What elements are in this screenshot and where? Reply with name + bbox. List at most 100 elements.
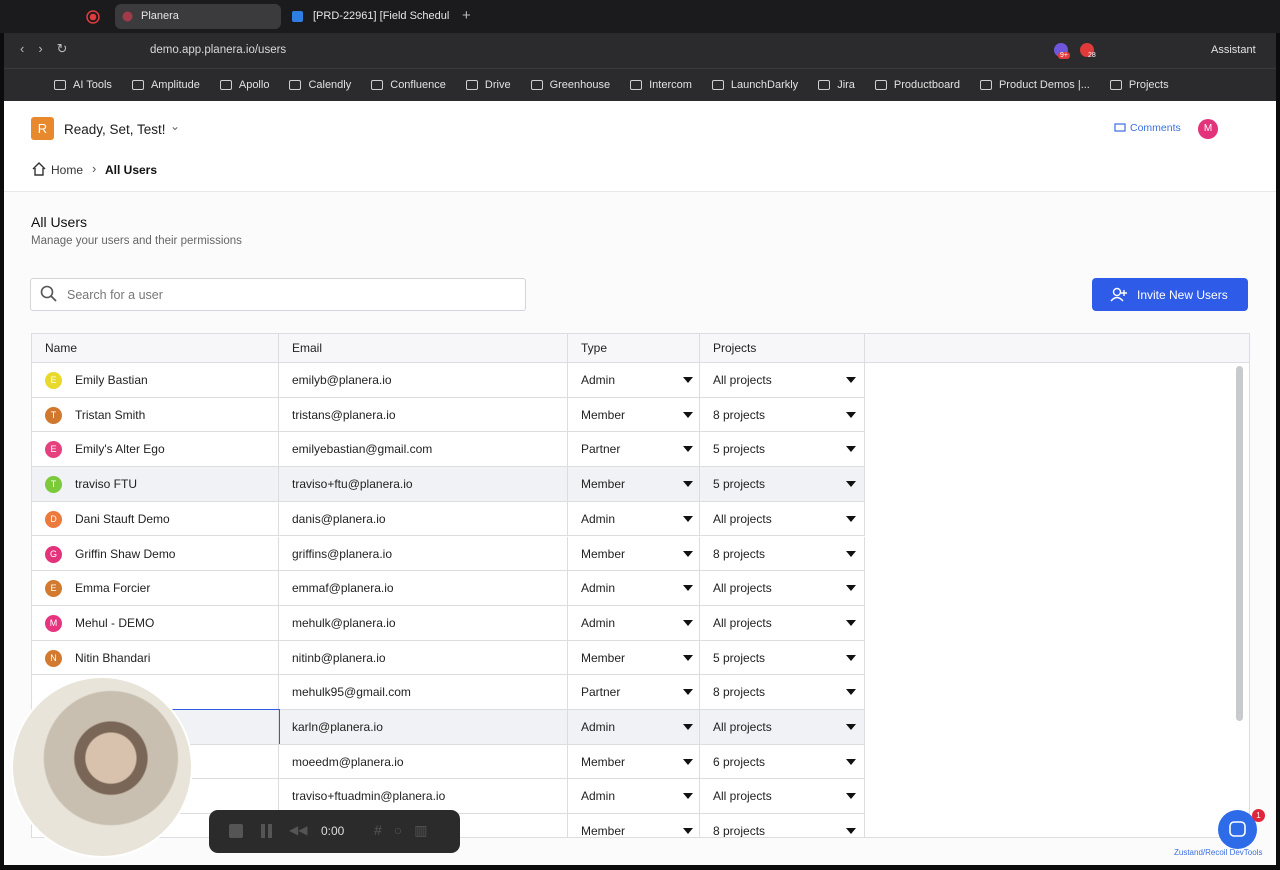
type-value: Member bbox=[581, 754, 626, 769]
stop-button[interactable] bbox=[229, 824, 243, 838]
nav-buttons[interactable]: ‹›↻ bbox=[20, 41, 82, 56]
projects-cell[interactable]: 8 projects bbox=[700, 675, 865, 710]
projects-value: All projects bbox=[713, 581, 772, 596]
bookmark-icon bbox=[979, 80, 992, 90]
type-cell[interactable]: Admin bbox=[568, 605, 700, 641]
type-value: Admin bbox=[581, 373, 616, 387]
bookmark[interactable]: LaunchDarkly bbox=[711, 79, 798, 91]
new-tab[interactable]: + bbox=[462, 7, 471, 24]
projects-cell[interactable]: All projects bbox=[700, 363, 865, 398]
chat-button[interactable] bbox=[1218, 810, 1257, 849]
type-cell[interactable]: Member bbox=[568, 814, 700, 838]
projects-cell[interactable]: All projects bbox=[700, 605, 865, 641]
type-cell[interactable]: Partner bbox=[568, 675, 700, 710]
table-row[interactable]: G Griffin Shaw Demo griffins@planera.io Mem… bbox=[32, 536, 865, 572]
type-cell[interactable]: Admin bbox=[568, 571, 700, 606]
breadcrumb-separator: › bbox=[92, 161, 97, 176]
table-row[interactable]: E Emma Forcier emmaf@planera.io Admin All pr… bbox=[32, 571, 865, 606]
bookmark-icon bbox=[131, 80, 144, 90]
projects-cell[interactable]: 8 projects bbox=[700, 814, 865, 837]
table-row[interactable]: D Dani Stauft Demo danis@planera.io Admin Al… bbox=[32, 501, 865, 537]
dropdown-caret bbox=[846, 724, 856, 730]
bookmark-icon bbox=[874, 80, 887, 90]
avatar: E bbox=[45, 441, 62, 459]
column-header: Projects bbox=[700, 334, 865, 363]
search-placeholder: Search for a user bbox=[67, 288, 163, 302]
workspace-name[interactable]: Ready, Set, Test! bbox=[64, 122, 166, 137]
projects-cell[interactable]: All projects bbox=[700, 779, 865, 815]
bookmark[interactable]: Confluence bbox=[371, 79, 446, 91]
table-row[interactable]: E Emily's Alter Ego emilyebastian@gmail.co… bbox=[32, 432, 865, 468]
projects-cell[interactable]: 5 projects bbox=[700, 640, 865, 676]
bookmark-icon bbox=[54, 80, 66, 90]
workspace-menu[interactable]: ⌄ bbox=[170, 119, 181, 133]
projects-cell[interactable]: All projects bbox=[700, 710, 865, 745]
dropdown-caret bbox=[683, 550, 693, 557]
type-cell[interactable]: Admin bbox=[568, 779, 700, 815]
table-row[interactable]: E Emily Bastian emilyb@planera.io Admin All … bbox=[32, 363, 865, 398]
dropdown-caret bbox=[846, 689, 856, 696]
dropdown-caret bbox=[683, 619, 693, 626]
type-cell[interactable]: Member bbox=[568, 467, 700, 502]
dropdown-caret bbox=[683, 724, 693, 730]
projects-cell[interactable]: All projects bbox=[700, 571, 865, 606]
bookmark[interactable]: Drive bbox=[465, 79, 511, 91]
type-cell[interactable]: Member bbox=[568, 397, 700, 433]
pause-button[interactable] bbox=[261, 824, 265, 838]
bookmark[interactable]: Product Demos |... bbox=[979, 79, 1090, 91]
dropdown-caret bbox=[683, 446, 693, 453]
email-cell bbox=[279, 814, 568, 837]
table-row[interactable]: mehulk95@gmail.com Partner 8 projects bbox=[32, 675, 865, 710]
bookmark[interactable]: Greenhouse bbox=[530, 79, 610, 91]
bookmark[interactable]: Amplitude bbox=[131, 79, 200, 91]
bookmark[interactable]: Intercom bbox=[630, 79, 692, 91]
devtools-link[interactable]: Zustand/Recoil DevTools bbox=[1174, 848, 1263, 857]
type-cell[interactable]: Member bbox=[568, 640, 700, 676]
comments-link[interactable]: Comments bbox=[1130, 122, 1181, 134]
breadcrumb-home[interactable]: Home bbox=[51, 163, 84, 177]
email-cell: nitinb@planera.io bbox=[279, 640, 568, 676]
search-box[interactable]: Search for a user bbox=[30, 278, 526, 311]
user-avatar[interactable]: M bbox=[1198, 119, 1218, 139]
dropdown-caret bbox=[846, 828, 856, 835]
projects-cell[interactable]: All projects bbox=[700, 501, 865, 537]
scrollbar[interactable] bbox=[1236, 366, 1243, 721]
dropdown-caret bbox=[683, 481, 693, 488]
recorder-tools[interactable]: #○▥ bbox=[374, 822, 440, 838]
tab[interactable]: [PRD-22961] [Field Schedul bbox=[313, 10, 450, 22]
bookmark[interactable]: Apollo bbox=[219, 79, 269, 91]
bookmark[interactable]: Calendly bbox=[289, 79, 351, 91]
projects-cell[interactable]: 6 projects bbox=[700, 744, 865, 780]
type-cell[interactable]: Admin bbox=[568, 363, 700, 398]
projects-cell[interactable]: 8 projects bbox=[700, 536, 865, 572]
rewind-button[interactable]: ◀◀ bbox=[289, 823, 308, 837]
projects-cell[interactable]: 8 projects bbox=[700, 397, 865, 433]
table-row[interactable]: N Nitin Bhandari nitinb@planera.io Member 5 … bbox=[32, 640, 865, 676]
column-header: Name bbox=[32, 334, 279, 363]
projects-cell[interactable]: 5 projects bbox=[700, 467, 865, 502]
type-cell[interactable]: Partner bbox=[568, 432, 700, 468]
invite-button[interactable]: Invite New Users bbox=[1092, 278, 1248, 311]
type-cell[interactable]: Member bbox=[568, 536, 700, 572]
bookmark[interactable]: Jira bbox=[818, 79, 855, 91]
table-row[interactable]: M Mehul - DEMO mehulk@planera.io Admin All p… bbox=[32, 605, 865, 641]
bookmark-label: Calendly bbox=[308, 79, 352, 91]
type-cell[interactable]: Member bbox=[568, 744, 700, 780]
bookmark[interactable]: Productboard bbox=[874, 79, 960, 91]
bookmark[interactable]: Projects bbox=[1109, 79, 1169, 91]
bookmark[interactable]: AI Tools bbox=[54, 79, 112, 91]
tab[interactable]: Planera bbox=[115, 4, 281, 29]
email-cell: traviso+ftu@planera.io bbox=[279, 467, 568, 502]
projects-cell[interactable]: 5 projects bbox=[700, 432, 865, 468]
page-subtitle: Manage your users and their permissions bbox=[31, 235, 242, 247]
type-value: Member bbox=[581, 824, 626, 838]
type-cell[interactable]: Admin bbox=[568, 501, 700, 537]
bookmarks-bar: AI Tools Amplitude Apollo Calendly Confluenc… bbox=[4, 68, 1276, 101]
type-cell[interactable]: Admin bbox=[568, 710, 700, 745]
table-row[interactable]: T Tristan Smith tristans@planera.io Member 8… bbox=[32, 397, 865, 433]
assistant[interactable]: Assistant bbox=[1211, 44, 1256, 56]
url[interactable]: demo.app.planera.io/users bbox=[150, 44, 287, 56]
projects-value: 8 projects bbox=[713, 407, 766, 422]
column-header-filler bbox=[865, 334, 1249, 363]
